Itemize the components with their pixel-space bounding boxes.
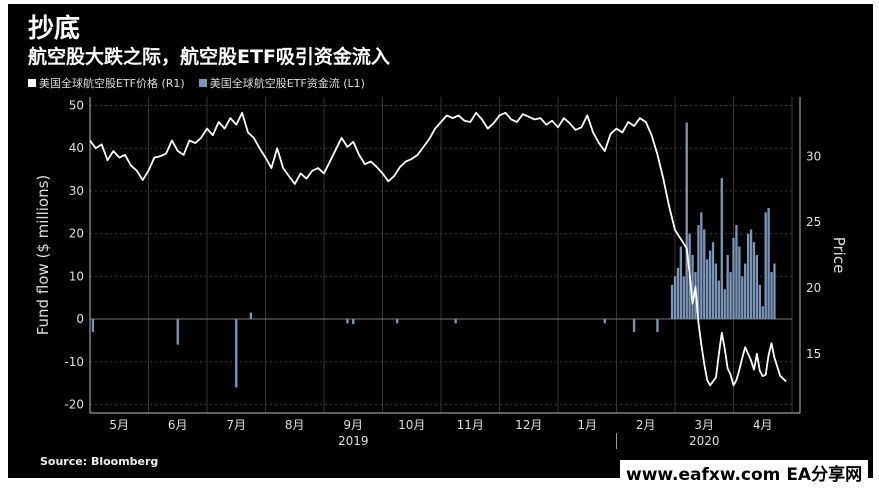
month-label: 5月	[109, 418, 129, 432]
legend-item-flow: 美国全球航空股ETF资金流 (L1)	[198, 75, 365, 91]
flow-bar	[670, 284, 674, 320]
flow-bar	[249, 312, 253, 320]
flow-bar	[454, 319, 457, 324]
flow-bar	[679, 246, 683, 320]
flow-bar	[735, 225, 738, 320]
flow-bar	[673, 276, 677, 320]
month-label: 12月	[515, 418, 542, 432]
flow-bar	[744, 263, 747, 320]
flow-bar	[738, 246, 741, 320]
flow-bar	[720, 178, 723, 320]
flow-bar	[682, 276, 685, 320]
right-tick-label: 15	[806, 347, 821, 361]
month-label: 4月	[753, 418, 773, 432]
legend-swatch-price	[28, 79, 36, 87]
left-tick-label: 20	[69, 227, 84, 241]
chart-title: 抄底	[28, 14, 81, 44]
flow-bar	[697, 225, 700, 320]
flow-bar	[764, 212, 767, 320]
flow-bar	[91, 319, 95, 332]
flow-bar	[752, 242, 756, 320]
flow-bar	[708, 250, 712, 320]
month-label: 2月	[636, 418, 656, 432]
flow-bar	[632, 319, 636, 332]
price-line	[89, 111, 787, 387]
flow-bar	[726, 255, 729, 320]
right-tick-label: 20	[806, 281, 821, 295]
flow-bar	[676, 267, 680, 320]
left-tick-label: 0	[76, 312, 84, 326]
flow-bar	[176, 319, 179, 345]
flow-bar	[749, 229, 753, 320]
flow-bar	[656, 319, 659, 332]
left-tick-label: 50	[69, 99, 84, 113]
right-tick-label: 30	[806, 149, 821, 163]
flow-bar	[711, 242, 715, 320]
flow-bar	[755, 255, 759, 320]
legend-item-price: 美国全球航空股ETF价格 (R1)	[28, 75, 185, 91]
legend-label-price: 美国全球航空股ETF价格 (R1)	[39, 77, 185, 90]
right-axis-title: Price	[830, 237, 848, 274]
flow-bar	[732, 237, 735, 320]
flow-bar	[723, 289, 726, 320]
left-axis-title: Fund flow ($ millions)	[34, 175, 52, 336]
left-tick-label: -20	[64, 397, 84, 411]
source-note: Source: Bloomberg	[40, 455, 159, 468]
watermark: www.eafxw.com EA分享网	[620, 460, 869, 485]
left-tick-label: 40	[69, 141, 84, 155]
flow-bar	[700, 212, 703, 320]
legend-label-flow: 美国全球航空股ETF资金流 (L1)	[209, 77, 365, 90]
year-label: 2020	[689, 434, 720, 448]
flow-bar	[395, 319, 399, 324]
flow-bar	[758, 284, 761, 320]
flow-bar	[761, 306, 764, 320]
month-label: 9月	[343, 418, 363, 432]
left-tick-label: 10	[69, 269, 84, 283]
flow-bar	[729, 272, 732, 320]
month-label: 1月	[577, 418, 597, 432]
flow-bar	[603, 319, 606, 324]
legend: 美国全球航空股ETF价格 (R1) 美国全球航空股ETF资金流 (L1)	[28, 75, 365, 91]
month-label: 7月	[226, 418, 246, 432]
flow-bar	[714, 263, 718, 320]
year-label: 2019	[338, 434, 369, 448]
flow-bar	[746, 233, 750, 320]
flow-bar	[773, 263, 776, 320]
month-label: 6月	[168, 418, 188, 432]
left-tick-label: 30	[69, 184, 84, 198]
flow-bar	[717, 280, 721, 320]
month-label: 3月	[694, 418, 714, 432]
flow-bar	[741, 276, 744, 320]
flow-bar	[770, 272, 773, 320]
flow-bar	[685, 122, 688, 320]
flow-bar	[235, 319, 238, 388]
left-tick-label: -10	[64, 355, 84, 369]
flow-bar	[703, 229, 706, 320]
flow-bar	[706, 259, 709, 320]
flow-bar	[691, 255, 694, 320]
chart-subtitle: 航空股大跌之际，航空股ETF吸引资金流入	[28, 46, 390, 68]
flow-bar	[352, 319, 355, 325]
right-tick-label: 25	[806, 215, 821, 229]
month-label: 8月	[285, 418, 305, 432]
month-label: 11月	[457, 418, 484, 432]
month-label: 10月	[398, 418, 425, 432]
flow-bar	[767, 208, 770, 320]
legend-swatch-flow	[198, 79, 207, 87]
flow-bar	[346, 319, 349, 324]
